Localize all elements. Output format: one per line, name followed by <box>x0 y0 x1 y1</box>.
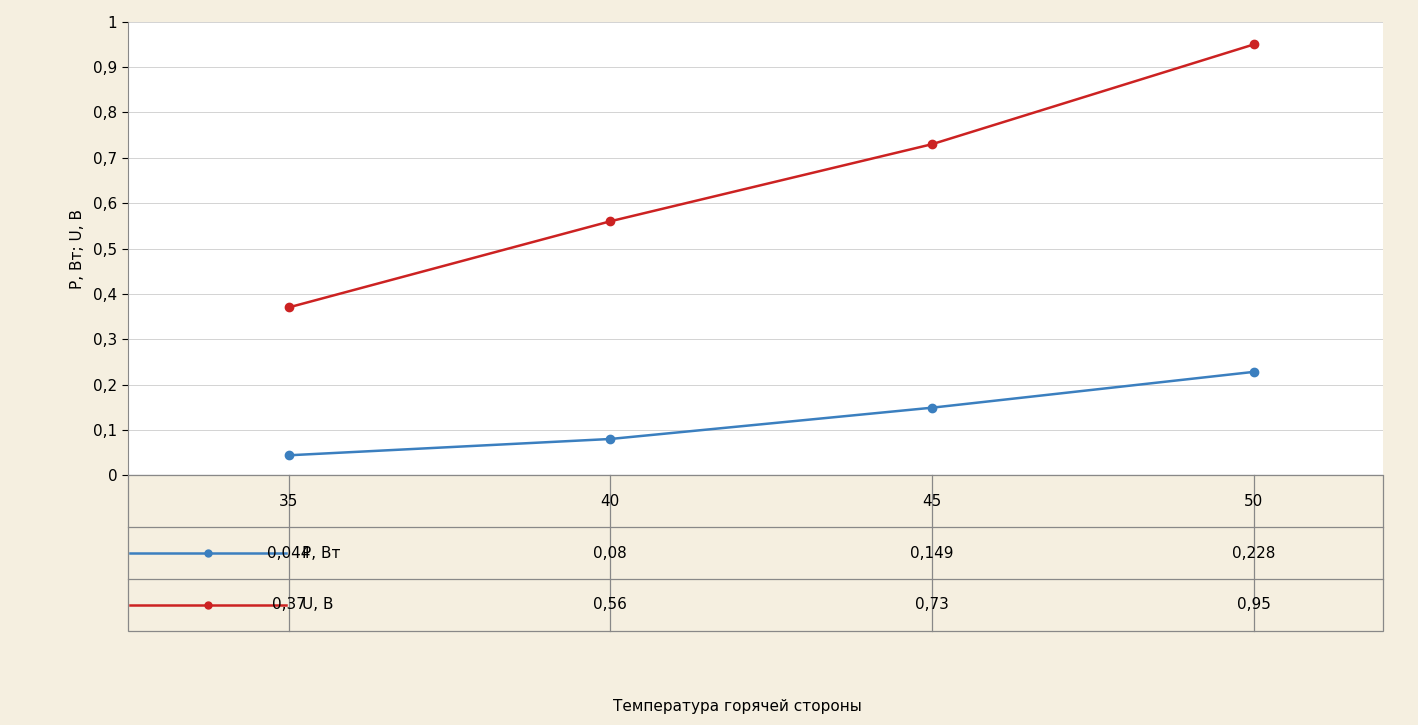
Text: 0,56: 0,56 <box>593 597 627 613</box>
Text: 50: 50 <box>1244 494 1263 509</box>
Text: Температура горячей стороны: Температура горячей стороны <box>613 700 862 714</box>
Text: P, Вт: P, Вт <box>302 545 340 560</box>
Text: 0,95: 0,95 <box>1236 597 1271 613</box>
Text: 0,149: 0,149 <box>910 545 954 560</box>
Text: 40: 40 <box>601 494 620 509</box>
Text: U, В: U, В <box>302 597 333 613</box>
Text: 0,08: 0,08 <box>593 545 627 560</box>
Y-axis label: P, Вт; U, В: P, Вт; U, В <box>69 209 85 289</box>
Text: 45: 45 <box>923 494 942 509</box>
Text: 0,37: 0,37 <box>272 597 305 613</box>
Text: 0,228: 0,228 <box>1232 545 1276 560</box>
Text: 35: 35 <box>279 494 298 509</box>
Text: 0,73: 0,73 <box>915 597 949 613</box>
Text: 0,044: 0,044 <box>267 545 311 560</box>
